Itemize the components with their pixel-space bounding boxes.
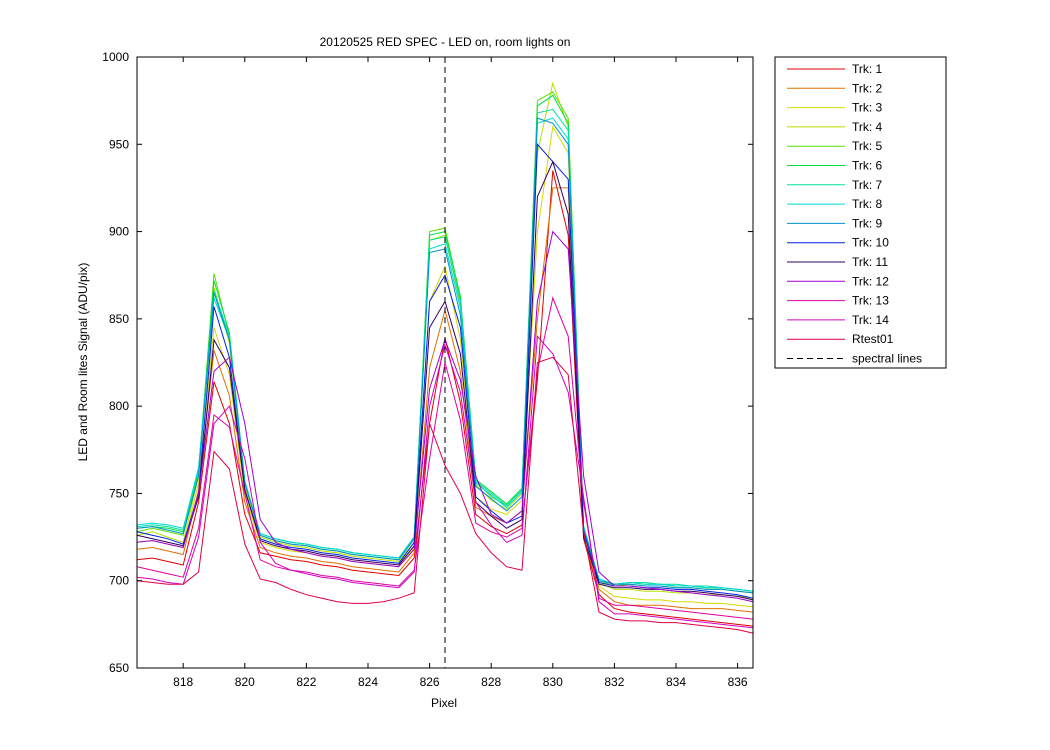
- legend-label: Trk: 12: [852, 274, 889, 288]
- legend-label: Trk: 11: [852, 255, 888, 269]
- y-axis-label: LED and Room lites Signal (ADU/pix): [76, 263, 90, 462]
- legend-label: Trk: 9: [852, 216, 883, 230]
- plot-area: [136, 57, 754, 668]
- legend-label: Trk: 4: [852, 120, 883, 134]
- legend-label: spectral lines: [852, 352, 922, 366]
- y-tick-label: 750: [109, 486, 129, 500]
- x-tick-label: 834: [666, 675, 686, 689]
- legend-label: Rtest01: [852, 332, 894, 346]
- x-tick-label: 828: [481, 675, 501, 689]
- x-tick-label: 826: [420, 675, 440, 689]
- x-tick-label: 824: [358, 675, 378, 689]
- y-tick-label: 650: [109, 661, 129, 675]
- x-axis: 818 820 822 824 826 828 830 832 834 836: [173, 57, 748, 689]
- y-tick-label: 700: [109, 574, 129, 588]
- legend-label: Trk: 10: [852, 236, 889, 250]
- series-line-14: [136, 335, 754, 629]
- y-tick-label: 850: [109, 312, 129, 326]
- x-tick-label: 820: [235, 675, 255, 689]
- legend-label: Trk: 13: [852, 294, 889, 308]
- series-line-15: [136, 356, 754, 634]
- legend-label: Trk: 8: [852, 197, 883, 211]
- y-tick-label: 950: [109, 137, 129, 151]
- legend-label: Trk: 5: [852, 139, 883, 153]
- legend-label: Trk: 7: [852, 178, 883, 192]
- legend-box: [774, 56, 947, 369]
- y-tick-label: 1000: [102, 50, 129, 64]
- y-tick-label: 800: [109, 399, 129, 413]
- legend-label: Trk: 3: [852, 101, 883, 115]
- legend-label: Trk: 6: [852, 159, 883, 173]
- x-tick-label: 818: [173, 675, 193, 689]
- plot-frame: [136, 56, 754, 669]
- x-axis-label: Pixel: [431, 696, 457, 710]
- y-tick-label: 900: [109, 225, 129, 239]
- legend-label: Trk: 2: [852, 81, 883, 95]
- legend-label: Trk: 1: [852, 62, 883, 76]
- x-tick-label: 822: [296, 675, 316, 689]
- y-axis: 650 700 750 800 850 900 950 1000: [102, 50, 753, 675]
- legend-label: Trk: 14: [852, 313, 889, 327]
- x-tick-label: 836: [728, 675, 748, 689]
- x-tick-label: 832: [604, 675, 624, 689]
- legend: Trk: 1 Trk: 2 Trk: 3 Trk: 4 Trk: 5 Trk: 6 Trk:…: [774, 56, 947, 369]
- series-line-3: [136, 125, 754, 608]
- x-tick-label: 830: [543, 675, 563, 689]
- chart-title: 20120525 RED SPEC - LED on, room lights …: [320, 35, 571, 49]
